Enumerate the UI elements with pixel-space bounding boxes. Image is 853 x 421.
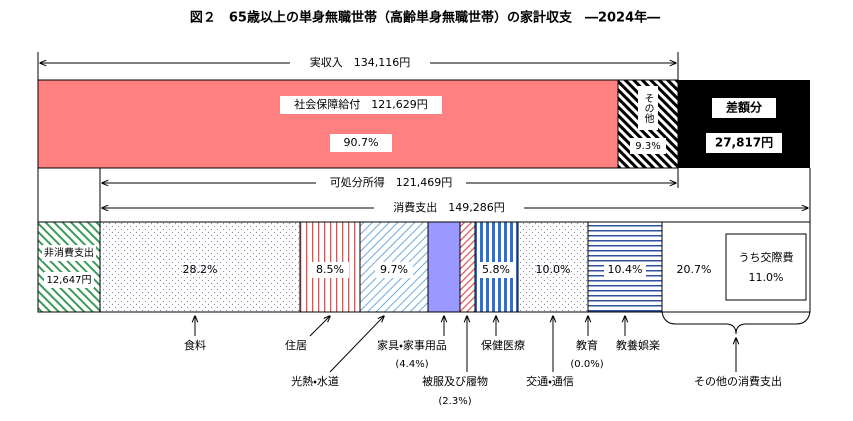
label-bg: [604, 262, 646, 278]
transport-share: 10.0%: [536, 263, 571, 276]
arrow: [309, 316, 330, 337]
label-bg: [375, 262, 413, 278]
medical-label: 保健医療: [481, 338, 525, 352]
transport-label: 交通・通信: [526, 374, 574, 388]
education-share: (0.0%): [570, 359, 603, 370]
label-bg: [630, 138, 666, 154]
recreation-share: 10.4%: [608, 263, 643, 276]
food-share: 28.2%: [183, 263, 218, 276]
social-security-box: [37, 79, 619, 169]
label-bg: [479, 262, 514, 278]
label-bg: [290, 55, 430, 71]
label-bg: [311, 262, 349, 278]
label-bg: [374, 200, 524, 216]
label-bg: [42, 245, 96, 261]
arrow: [329, 316, 384, 373]
brace: [661, 311, 811, 335]
label-bg: [316, 175, 466, 191]
social-expense-box: [725, 233, 807, 301]
furniture-box: [427, 221, 461, 313]
other-expense-label: その他の消費支出: [694, 374, 782, 388]
disposable-income: 可処分所得 121,469円: [330, 175, 453, 189]
clothing-share: (2.3%): [438, 396, 471, 407]
title: 図２ 65歳以上の単身無職世帯（高齢単身無職世帯）の家計収支 ―2024年―: [190, 10, 660, 26]
non-consumption-amount: 12,647円: [47, 275, 92, 286]
clothing-box: [459, 221, 476, 313]
food-label: 食料: [184, 338, 206, 352]
income-total: 実収入 134,116円: [310, 56, 411, 69]
medical-share: 5.8%: [482, 263, 510, 276]
utilities-label: 光熱・水道: [291, 374, 339, 388]
other-income-share: 9.3%: [635, 141, 660, 152]
furniture-label: 家具・家事用品: [377, 338, 447, 352]
other-income-label: その他: [642, 93, 654, 124]
social-expense-share: 11.0%: [749, 271, 784, 284]
housing-label: 住居: [285, 338, 307, 352]
utilities-share: 9.7%: [380, 263, 408, 276]
clothing-label: 被服及び履物: [422, 374, 488, 388]
consumption-total: 消費支出 149,286円: [393, 200, 505, 214]
label-bg: [280, 96, 442, 114]
label-bg: [706, 133, 782, 153]
education-label: 教育: [576, 339, 598, 352]
label-bg: [44, 272, 94, 288]
deficit-box: [678, 80, 810, 168]
deficit-amount: 27,817円: [715, 136, 773, 150]
social-expense-label: うち交際費: [739, 250, 794, 264]
social-security-share: 90.7%: [344, 136, 379, 149]
social-security-label: 社会保障給付 121,629円: [294, 97, 428, 111]
label-bg: [330, 134, 392, 152]
food-box: [99, 221, 301, 313]
deficit-label: 差額分: [726, 100, 763, 115]
non-consumption-label: 非消費支出: [44, 246, 94, 259]
recreation-label: 教養娯楽: [616, 338, 660, 352]
housing-box: [299, 221, 361, 313]
furniture-share: (4.4%): [395, 359, 428, 370]
transport-box: [517, 221, 589, 313]
label-bg: [638, 86, 658, 130]
label-bg: [712, 98, 776, 118]
non-consumption-box: [37, 221, 101, 313]
other-expense-share: 20.7%: [677, 263, 712, 276]
housing-share: 8.5%: [316, 263, 344, 276]
